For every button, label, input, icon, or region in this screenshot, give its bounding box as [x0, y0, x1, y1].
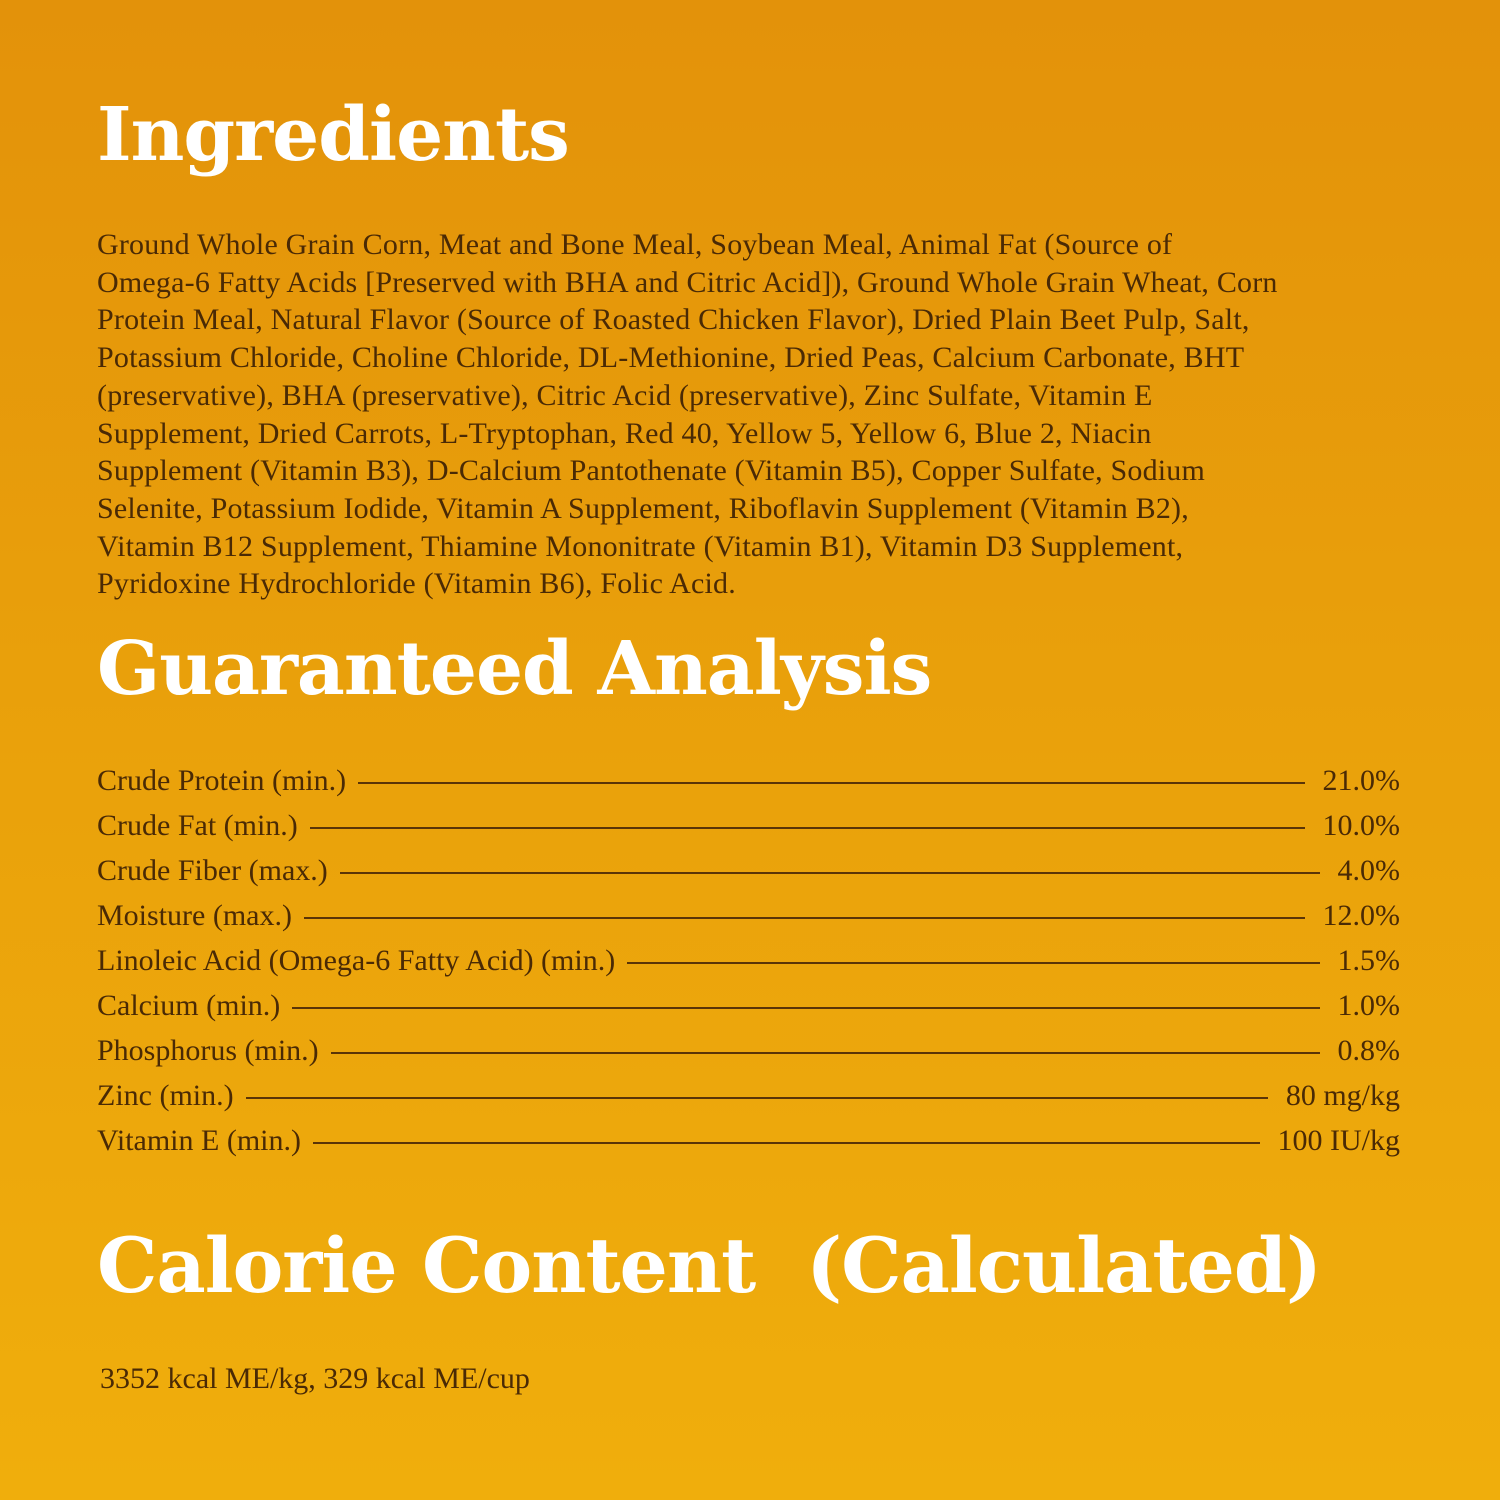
analysis-row: Crude Fiber (max.) 4.0% [97, 854, 1400, 899]
analysis-label: Crude Protein (min.) [97, 764, 347, 797]
analysis-label: Crude Fiber (max.) [97, 854, 328, 887]
analysis-label: Vitamin E (min.) [97, 1124, 301, 1157]
analysis-value: 100 IU/kg [1277, 1124, 1401, 1157]
analysis-row: Linoleic Acid (Omega-6 Fatty Acid) (min.… [97, 944, 1400, 989]
analysis-value: 10.0% [1322, 809, 1401, 842]
analysis-row: Moisture (max.) 12.0% [97, 899, 1400, 944]
analysis-value: 4.0% [1337, 854, 1401, 887]
ingredients-line: Supplement (Vitamin B3), D-Calcium Panto… [97, 454, 1206, 488]
ingredients-line: (preservative), BHA (preservative), Citr… [97, 378, 1153, 412]
analysis-value: 80 mg/kg [1285, 1079, 1400, 1112]
calorie-content-heading: Calorie Content (Calculated) [97, 1221, 1322, 1310]
analysis-label: Phosphorus (min.) [97, 1034, 319, 1067]
leader-line [330, 1052, 1320, 1054]
ingredients-line: Omega-6 Fatty Acids [Preserved with BHA … [97, 265, 1278, 299]
guaranteed-analysis-heading: Guaranteed Analysis [97, 626, 932, 712]
analysis-row: Phosphorus (min.) 0.8% [97, 1034, 1400, 1079]
analysis-label: Calcium (min.) [97, 989, 281, 1022]
analysis-row: Zinc (min.) 80 mg/kg [97, 1079, 1400, 1124]
analysis-row: Crude Protein (min.) 21.0% [97, 764, 1400, 809]
ingredients-line: Pyridoxine Hydrochloride (Vitamin B6), F… [97, 567, 736, 601]
analysis-label: Moisture (max.) [97, 899, 292, 932]
analysis-row: Calcium (min.) 1.0% [97, 989, 1400, 1034]
analysis-label: Zinc (min.) [97, 1079, 234, 1112]
analysis-value: 1.0% [1337, 989, 1401, 1022]
leader-line [303, 917, 1305, 919]
analysis-label: Crude Fat (min.) [97, 809, 298, 842]
leader-line [313, 1142, 1260, 1144]
ingredients-line: Ground Whole Grain Corn, Meat and Bone M… [97, 228, 1173, 261]
ingredients-heading: Ingredients [97, 92, 570, 178]
analysis-label: Linoleic Acid (Omega-6 Fatty Acid) (min.… [97, 944, 616, 977]
analysis-value: 0.8% [1337, 1034, 1401, 1067]
ingredients-list: Ground Whole Grain Corn, Meat and Bone M… [97, 226, 1278, 603]
leader-line [627, 962, 1320, 964]
analysis-row: Crude Fat (min.) 10.0% [97, 809, 1400, 854]
ingredients-line: Protein Meal, Natural Flavor (Source of … [97, 303, 1250, 337]
ingredients-line: Potassium Chloride, Choline Chloride, DL… [97, 341, 1245, 375]
analysis-value: 21.0% [1322, 764, 1401, 797]
analysis-value: 12.0% [1322, 899, 1401, 932]
analysis-value: 1.5% [1337, 944, 1401, 977]
leader-line [358, 782, 1305, 784]
leader-line [339, 872, 1320, 874]
calorie-content-text: 3352 kcal ME/kg, 329 kcal ME/cup [100, 1362, 530, 1395]
analysis-table: Crude Protein (min.) 21.0% Crude Fat (min… [97, 764, 1400, 1169]
leader-line [309, 827, 1305, 829]
ingredients-line: Vitamin B12 Supplement, Thiamine Mononit… [97, 529, 1184, 563]
ingredients-line: Supplement, Dried Carrots, L-Tryptophan,… [97, 416, 1152, 450]
leader-line [292, 1007, 1320, 1009]
analysis-row: Vitamin E (min.) 100 IU/kg [97, 1124, 1400, 1169]
ingredients-line: Selenite, Potassium Iodide, Vitamin A Su… [97, 491, 1189, 525]
leader-line [245, 1097, 1268, 1099]
